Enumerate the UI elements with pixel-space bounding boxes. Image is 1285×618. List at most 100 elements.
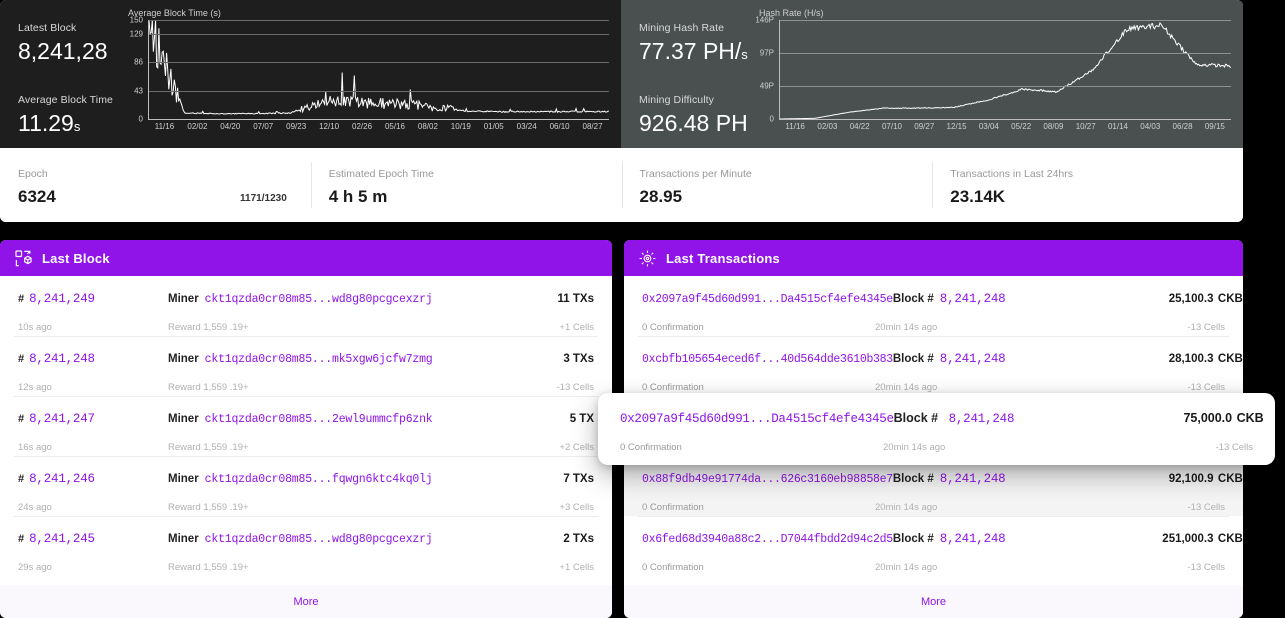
tx-amount-unit: CKB — [1217, 353, 1243, 365]
block-reward: Reward 1,559 .19+ — [168, 562, 249, 573]
miner-address[interactable]: ckt1qzda0cr08m85...wd8g80pcgcexzrj — [204, 533, 433, 546]
elevated-transaction-row[interactable]: 0x2097a9f45d60d991...Da4515cf4efe4345e B… — [598, 393, 1275, 465]
block-cells: +2 Cells — [559, 442, 594, 453]
gridline — [780, 20, 1231, 21]
gridline — [780, 53, 1231, 55]
x-tick: 04/22 — [849, 122, 870, 131]
transaction-hash[interactable]: 0x88f9db49e91774da...626c3160eb98858e7 — [642, 473, 893, 486]
transaction-row[interactable]: 0xcbfb105654eced6f...40d564dde3610b383 B… — [624, 336, 1243, 396]
transaction-row[interactable]: 0x88f9db49e91774da...626c3160eb98858e7 B… — [624, 456, 1243, 516]
block-number[interactable]: 8,241,248 — [29, 352, 95, 366]
block-row[interactable]: #8,241,246 Miner ckt1qzda0cr08m85...fqwgn… — [0, 456, 612, 516]
x-tick: 10/19 — [450, 122, 471, 131]
block-row[interactable]: #8,241,245 Miner ckt1qzda0cr08m85...wd8g8… — [0, 516, 612, 576]
average-block-time-chart: Average Block Time (s) 0 43 86 129 150 11/16… — [120, 0, 621, 148]
metric-sub: 1171/1230 — [240, 193, 287, 204]
block-number[interactable]: 8,241,245 — [29, 532, 95, 546]
block-number[interactable]: 8,241,248 — [939, 352, 1006, 366]
elevated-block-label: Block # — [893, 411, 939, 425]
charts-row: Latest Block 8,241,28 Average Block Time… — [0, 0, 1243, 148]
x-tick: 08/02 — [417, 122, 438, 131]
chart-title-hash-rate: Hash Rate (H/s) — [759, 8, 824, 18]
latest-block-value: 8,241,28 — [18, 38, 108, 64]
mining-difficulty-value: 926.48 PH — [639, 110, 748, 136]
block-number[interactable]: 8,241,246 — [29, 472, 95, 486]
last-block-more-bar[interactable]: More — [0, 585, 612, 618]
miner-address[interactable]: ckt1qzda0cr08m85...mk5xgw6jcfw7zmg — [204, 353, 433, 366]
tx-amount: 251,000 — [1162, 533, 1204, 545]
miner-label: Miner — [168, 533, 199, 545]
miner-address[interactable]: ckt1qzda0cr08m85...fqwgn6ktc4kq0lj — [204, 473, 433, 486]
tx-confirmation: 0 Confirmation — [642, 322, 704, 333]
elevated-amount-decimal: .0 — [1221, 411, 1233, 425]
mining-difficulty-label: Mining Difficulty — [639, 94, 715, 106]
mining-hash-rate-unit: s — [741, 47, 748, 62]
metric-label: Estimated Epoch Time — [328, 168, 434, 180]
tx-amount: 28,100 — [1168, 353, 1204, 365]
metric-value: 4 h 5 m — [328, 187, 388, 206]
transaction-row[interactable]: 0x6fed68d3940a88c2...D7044fbdd2d94c2d5 B… — [624, 516, 1243, 576]
tx-age: 20min 14s ago — [875, 562, 938, 573]
last-block-more-link[interactable]: More — [293, 595, 319, 608]
overview-card: Latest Block 8,241,28 Average Block Time… — [0, 0, 1243, 222]
elevated-block-number[interactable]: 8,241,248 — [948, 412, 1015, 426]
metric-3: Transactions in Last 24hrs 23.14K — [932, 148, 1243, 222]
hash-symbol: # — [18, 353, 25, 365]
block-reward: Reward 1,559 .19+ — [168, 322, 249, 333]
x-tick: 01/05 — [483, 122, 504, 131]
hash-rate-panel: Mining Hash Rate 77.37 PH/s Mining Diffi… — [621, 0, 1243, 148]
block-number[interactable]: 8,241,248 — [939, 532, 1006, 546]
elevated-confirmation: 0 Confirmation — [620, 442, 682, 453]
hash-symbol: # — [18, 533, 25, 545]
block-number[interactable]: 8,241,249 — [29, 292, 95, 306]
elevated-tx-hash[interactable]: 0x2097a9f45d60d991...Da4515cf4efe4345e — [620, 412, 894, 426]
y-axis-block-time: 0 43 86 129 150 — [120, 16, 146, 134]
tx-age: 20min 14s ago — [875, 382, 938, 393]
block-number[interactable]: 8,241,248 — [939, 292, 1006, 306]
tx-amount-decimal: .3 — [1203, 353, 1214, 365]
transaction-hash[interactable]: 0xcbfb105654eced6f...40d564dde3610b383 — [642, 353, 893, 366]
metric-label: Epoch — [18, 168, 48, 180]
tx-amount-decimal: .3 — [1203, 293, 1214, 305]
last-transactions-more-link[interactable]: More — [920, 595, 947, 608]
metric-value: 28.95 — [639, 187, 683, 206]
block-cells: +1 Cells — [559, 322, 594, 333]
tx-age: 20min 14s ago — [875, 502, 938, 513]
plot-area-block-time — [148, 20, 609, 120]
x-tick: 02/02 — [187, 122, 208, 131]
x-tick: 12/15 — [946, 122, 967, 131]
block-row[interactable]: #8,241,249 Miner ckt1qzda0cr08m85...wd8g8… — [0, 276, 612, 336]
tx-amount-unit: CKB — [1217, 533, 1243, 545]
tx-amount-decimal: .9 — [1203, 473, 1214, 485]
x-tick: 04/03 — [1140, 122, 1161, 131]
x-tick: 02/26 — [352, 122, 373, 131]
block-row[interactable]: #8,241,248 Miner ckt1qzda0cr08m85...mk5xg… — [0, 336, 612, 396]
x-tick: 07/07 — [253, 122, 274, 131]
miner-address[interactable]: ckt1qzda0cr08m85...2ewl9ummcfp6znk — [204, 413, 433, 426]
tx-cells: -13 Cells — [1187, 382, 1226, 393]
transaction-row[interactable]: 0x2097a9f45d60d991...Da4515cf4efe4345e B… — [624, 276, 1243, 336]
hash-rate-chart: Hash Rate (H/s) 0 49P 97P 146P 11/16 02/03 04… — [751, 0, 1243, 148]
miner-address[interactable]: ckt1qzda0cr08m85...wd8g80pcgcexzrj — [204, 293, 433, 306]
transaction-hash[interactable]: 0x2097a9f45d60d991...Da4515cf4efe4345e — [642, 293, 893, 306]
metrics-row: Epoch 6324 1171/1230 Estimated Epoch Time 4 … — [0, 148, 1243, 222]
x-tick: 03/04 — [978, 122, 999, 131]
transaction-hash[interactable]: 0x6fed68d3940a88c2...D7044fbdd2d94c2d5 — [642, 533, 893, 546]
tx-amount: 92,100 — [1168, 473, 1204, 485]
block-number[interactable]: 8,241,247 — [29, 412, 95, 426]
average-block-time-unit: s — [73, 119, 81, 134]
block-number[interactable]: 8,241,248 — [939, 472, 1006, 486]
x-tick: 02/03 — [817, 122, 838, 131]
block-row[interactable]: #8,241,247 Miner ckt1qzda0cr08m85...2ewl9… — [0, 396, 612, 456]
metric-value: 6324 — [18, 187, 56, 206]
block-age: 24s ago — [18, 502, 52, 513]
hash-rate-line — [780, 20, 1231, 119]
x-tick: 04/20 — [220, 122, 241, 131]
plot-area-hash-rate — [779, 20, 1231, 120]
metric-value: 23.14K — [950, 187, 1006, 206]
tx-confirmation: 0 Confirmation — [642, 382, 704, 393]
block-age: 16s ago — [18, 442, 52, 453]
miner-label: Miner — [168, 353, 199, 365]
x-tick: 09/27 — [914, 122, 935, 131]
last-transactions-more-bar[interactable]: More — [624, 585, 1243, 618]
